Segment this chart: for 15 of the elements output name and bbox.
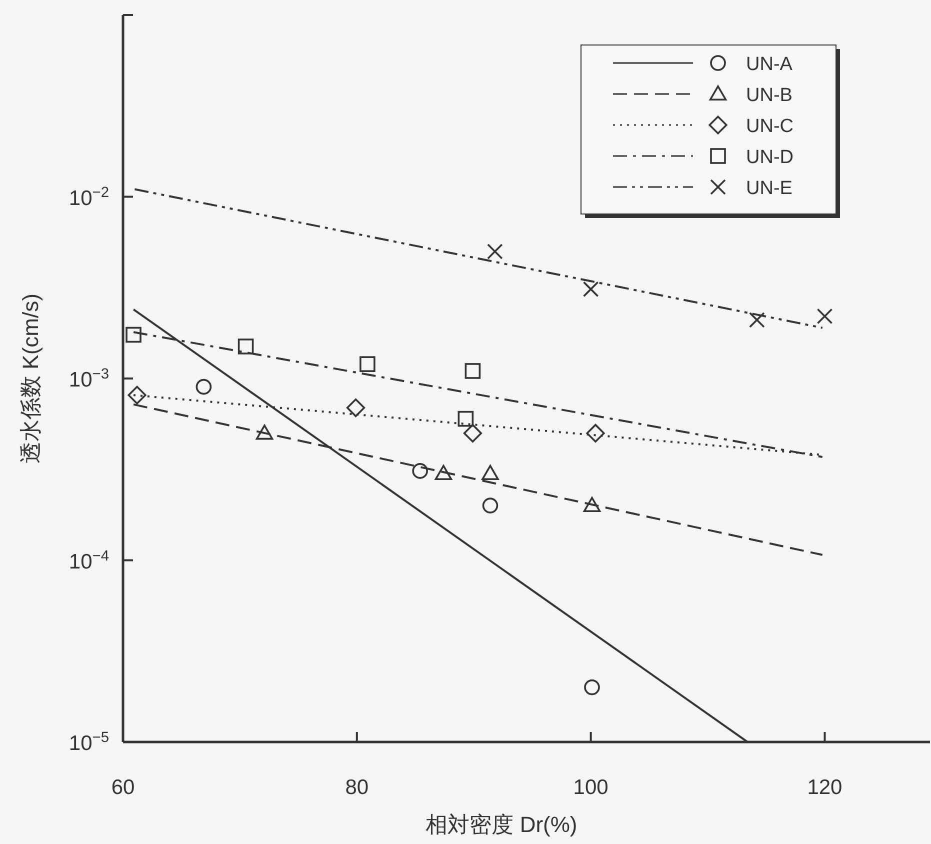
y-tick-label: 10$^{−5}$ [68, 730, 109, 755]
x-tick-label: 100 [573, 776, 608, 799]
legend-label: UN-D [746, 147, 794, 168]
legend-label: UN-C [746, 116, 794, 137]
x-tick-label: 60 [111, 776, 135, 799]
legend-label: UN-B [746, 85, 792, 106]
legend-label: UN-A [746, 54, 793, 75]
y-tick-label: 10$^{−3}$ [68, 366, 109, 392]
x-tick-label: 120 [807, 776, 842, 799]
y-tick-label: 10$^{−4}$ [68, 548, 109, 574]
x-tick-label: 80 [345, 776, 369, 799]
x-axis-title: 相対密度 Dr(%) [426, 812, 578, 837]
y-axis-title: 透水係数 K(cm/s) [18, 294, 43, 464]
y-tick-label: 10$^{−2}$ [68, 184, 109, 210]
legend-label: UN-E [746, 178, 792, 199]
